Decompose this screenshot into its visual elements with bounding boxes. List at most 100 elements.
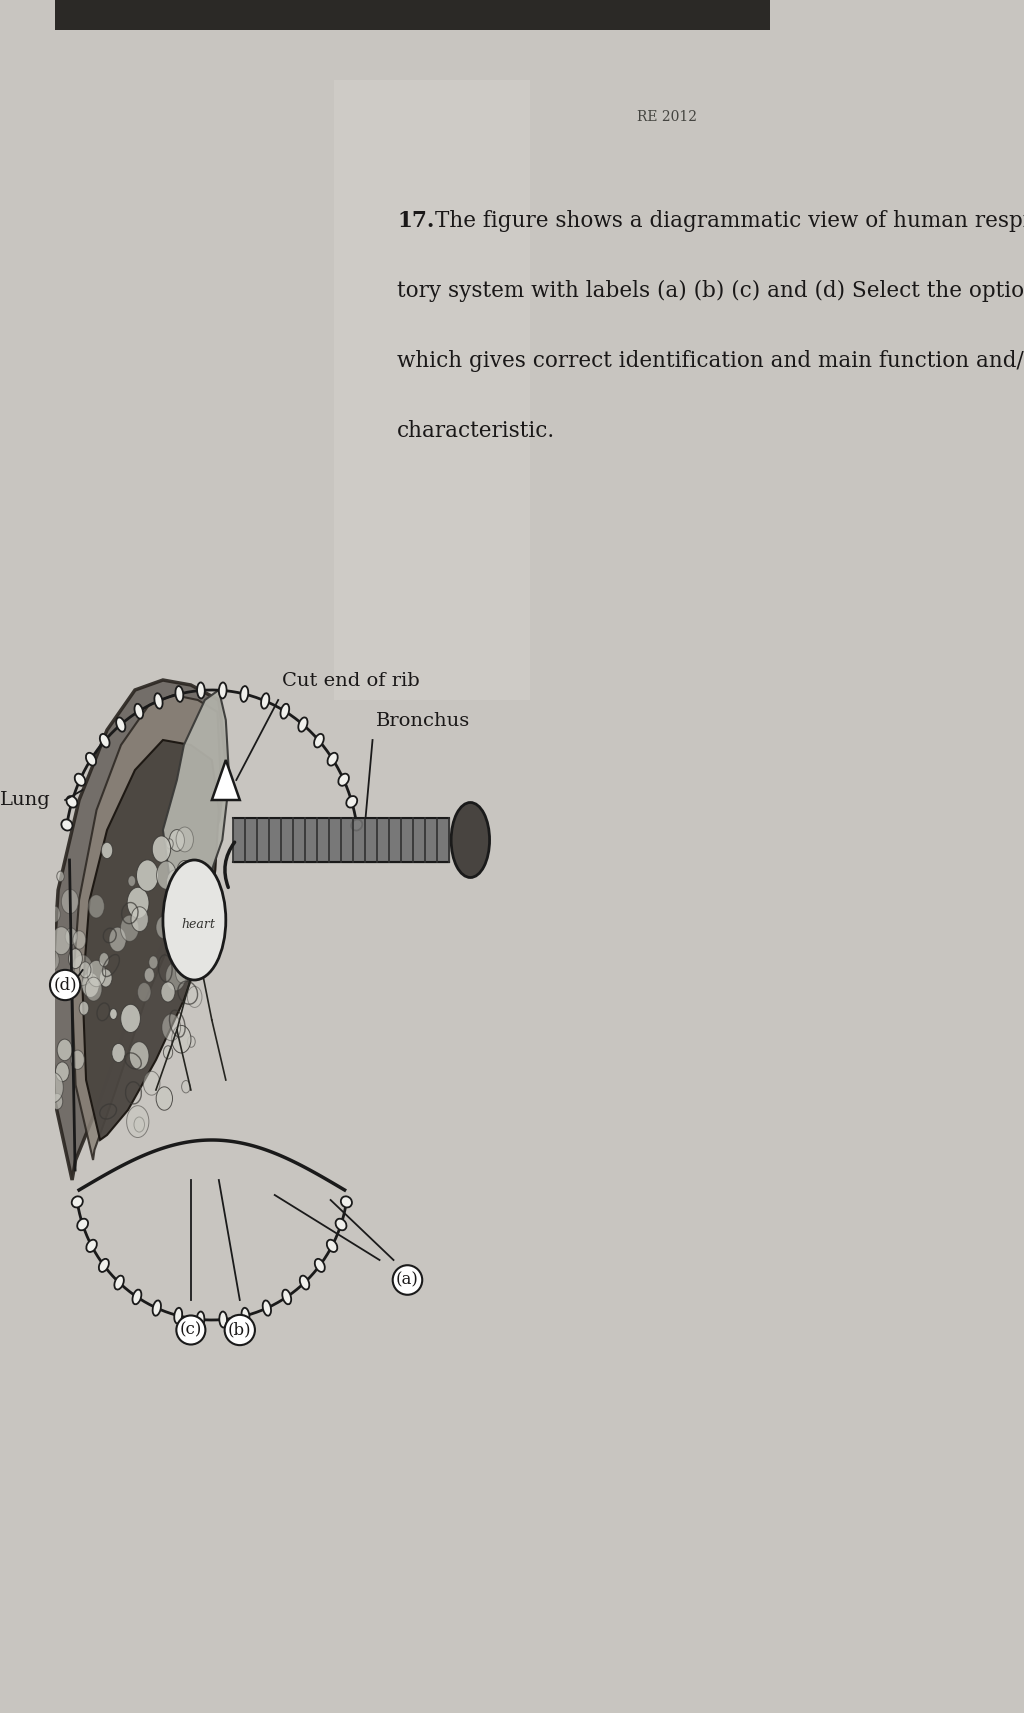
Ellipse shape	[175, 687, 183, 702]
Circle shape	[172, 1026, 190, 1053]
Circle shape	[127, 1105, 148, 1137]
Polygon shape	[212, 761, 240, 800]
Circle shape	[110, 1009, 117, 1019]
Circle shape	[178, 937, 195, 961]
Circle shape	[181, 1081, 190, 1093]
Ellipse shape	[328, 752, 338, 766]
Circle shape	[164, 1045, 173, 1059]
Circle shape	[51, 1093, 62, 1110]
Text: characteristic.: characteristic.	[397, 420, 555, 442]
Ellipse shape	[174, 1307, 182, 1324]
Ellipse shape	[219, 682, 226, 699]
Ellipse shape	[314, 1259, 325, 1273]
Circle shape	[72, 954, 93, 985]
Ellipse shape	[100, 733, 110, 747]
Ellipse shape	[115, 1276, 124, 1290]
Text: (d): (d)	[53, 976, 77, 994]
Circle shape	[148, 956, 158, 970]
Ellipse shape	[163, 860, 226, 980]
Circle shape	[66, 928, 77, 946]
Circle shape	[162, 1014, 180, 1042]
Ellipse shape	[261, 694, 269, 709]
Circle shape	[99, 970, 112, 987]
Ellipse shape	[75, 774, 85, 786]
Circle shape	[169, 829, 184, 851]
Text: (b): (b)	[228, 1321, 252, 1338]
Ellipse shape	[86, 752, 96, 766]
Circle shape	[189, 908, 199, 922]
Circle shape	[187, 987, 202, 1007]
Ellipse shape	[314, 733, 324, 747]
Circle shape	[177, 882, 191, 901]
Circle shape	[156, 916, 172, 939]
Circle shape	[167, 870, 183, 894]
Circle shape	[166, 963, 185, 990]
Text: which gives correct identification and main function and/or: which gives correct identification and m…	[397, 349, 1024, 372]
Ellipse shape	[338, 774, 349, 786]
Ellipse shape	[67, 797, 78, 807]
Polygon shape	[51, 680, 226, 1180]
Text: RE 2012: RE 2012	[637, 110, 697, 123]
Polygon shape	[54, 0, 770, 60]
Circle shape	[85, 976, 102, 1000]
Ellipse shape	[298, 718, 307, 731]
Circle shape	[128, 875, 135, 886]
Ellipse shape	[197, 682, 205, 699]
Circle shape	[71, 1050, 84, 1069]
Circle shape	[136, 860, 159, 891]
Circle shape	[55, 1062, 70, 1081]
Circle shape	[57, 1040, 73, 1060]
Ellipse shape	[327, 1240, 337, 1252]
Circle shape	[129, 1042, 148, 1069]
Ellipse shape	[72, 1196, 83, 1208]
Circle shape	[80, 961, 91, 978]
Circle shape	[45, 951, 59, 970]
Polygon shape	[83, 740, 219, 1139]
Circle shape	[166, 839, 173, 850]
Circle shape	[176, 963, 189, 983]
Circle shape	[69, 949, 82, 968]
Ellipse shape	[336, 1218, 346, 1230]
Circle shape	[176, 827, 194, 851]
Circle shape	[177, 860, 193, 882]
Circle shape	[153, 836, 171, 862]
Ellipse shape	[61, 819, 73, 831]
Text: (c): (c)	[179, 1321, 202, 1338]
Circle shape	[101, 843, 113, 858]
Text: 17.: 17.	[397, 211, 434, 231]
Circle shape	[61, 889, 79, 913]
Ellipse shape	[219, 1312, 227, 1328]
Polygon shape	[54, 0, 770, 31]
Ellipse shape	[351, 819, 362, 831]
Text: heart: heart	[181, 918, 215, 932]
Circle shape	[87, 961, 105, 987]
Circle shape	[121, 915, 139, 942]
Ellipse shape	[241, 687, 248, 702]
Circle shape	[161, 982, 175, 1002]
Circle shape	[56, 872, 65, 882]
Ellipse shape	[452, 802, 489, 877]
Text: (a): (a)	[396, 1271, 419, 1288]
Circle shape	[144, 968, 155, 982]
Circle shape	[99, 952, 109, 966]
Circle shape	[131, 906, 148, 932]
Circle shape	[121, 1004, 140, 1033]
Ellipse shape	[283, 1290, 291, 1304]
Circle shape	[42, 1072, 63, 1103]
Ellipse shape	[77, 1218, 88, 1230]
Polygon shape	[334, 81, 529, 701]
Ellipse shape	[263, 1300, 271, 1316]
Circle shape	[79, 1002, 89, 1016]
Ellipse shape	[155, 694, 163, 709]
Polygon shape	[163, 690, 229, 891]
Ellipse shape	[341, 1196, 352, 1208]
Circle shape	[109, 927, 126, 952]
Circle shape	[112, 1043, 125, 1062]
Text: The figure shows a diagrammatic view of human respira-: The figure shows a diagrammatic view of …	[435, 211, 1024, 231]
Circle shape	[157, 862, 176, 889]
Ellipse shape	[346, 797, 357, 807]
Text: Cut end of rib: Cut end of rib	[282, 671, 420, 690]
Ellipse shape	[281, 704, 289, 719]
Ellipse shape	[153, 1300, 161, 1316]
Ellipse shape	[242, 1307, 250, 1324]
